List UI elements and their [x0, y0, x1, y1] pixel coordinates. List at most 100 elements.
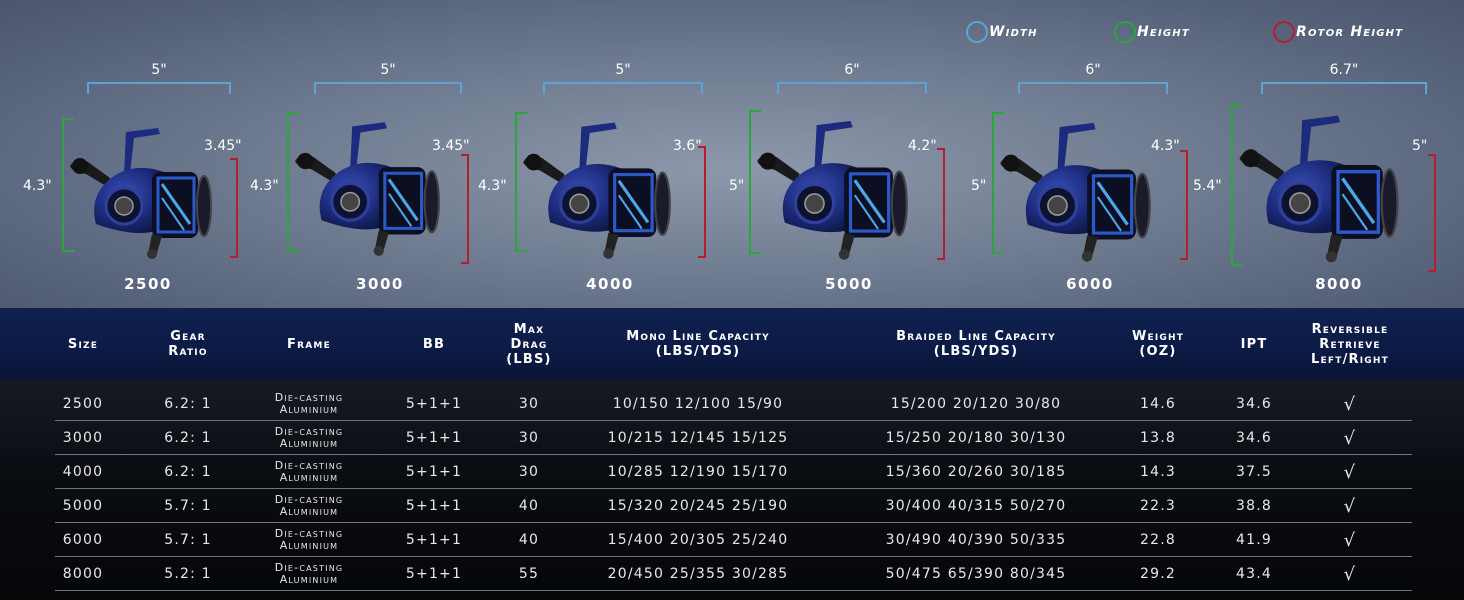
reel-image — [1235, 100, 1403, 272]
table-row: 5000 5.7: 1 Die-casting Aluminium 5+1+1 40 15… — [55, 489, 1412, 523]
rotor-height-bracket — [698, 146, 706, 258]
width-bracket — [1261, 82, 1427, 94]
table-cell: 29.2 — [1140, 566, 1176, 582]
width-value: 6" — [1085, 62, 1101, 78]
rotor-height-value: 3.6" — [673, 138, 702, 154]
rotor-height-bracket — [1428, 154, 1436, 272]
spinning-reel-icon — [1239, 115, 1399, 263]
table-cell: 30/490 40/390 50/335 — [885, 532, 1067, 548]
column-header: Reversible Retrieve Left/Right — [1311, 321, 1389, 367]
table-cell: 13.8 — [1140, 430, 1176, 446]
spinning-reel-icon — [1000, 122, 1151, 262]
rotor-height-value: 4.2" — [908, 138, 937, 154]
table-cell: 30 — [518, 396, 540, 412]
legend-width-label: Width — [989, 24, 1038, 40]
spinning-reel-icon — [757, 120, 908, 260]
height-bracket — [515, 112, 527, 252]
column-header: Gear Ratio — [168, 329, 208, 359]
table-cell: 22.8 — [1140, 532, 1176, 548]
rotor-height-bracket — [1180, 150, 1188, 260]
table-cell: 4000 — [62, 464, 104, 480]
table-cell: 14.6 — [1140, 396, 1176, 412]
table-row: 3000 6.2: 1 Die-casting Aluminium 5+1+1 30 10… — [55, 421, 1412, 455]
legend-height-label: Height — [1137, 24, 1190, 40]
width-dimension: 5" — [314, 62, 462, 96]
table-row: 8000 5.2: 1 Die-casting Aluminium 5+1+1 55 20… — [55, 557, 1412, 591]
column-header: Mono Line Capacity (LBS/YDS) — [626, 329, 770, 359]
spec-table-body: 2500 6.2: 1 Die-casting Aluminium 5+1+1 30 10… — [0, 380, 1464, 600]
table-cell: 6.2: 1 — [164, 430, 212, 446]
table-cell: 40 — [518, 532, 540, 548]
reversible-check: √ — [1343, 495, 1357, 517]
table-cell: 15/400 20/305 25/240 — [607, 532, 789, 548]
rotor-height-value: 3.45" — [204, 138, 242, 154]
legend-height: Height — [1114, 20, 1190, 44]
column-header: Max Drag (LBS) — [506, 321, 552, 367]
reel-image — [519, 108, 675, 268]
table-cell: 8000 — [62, 566, 104, 582]
width-value: 5" — [615, 62, 631, 78]
legend-rotor-height: Rotor Height — [1273, 20, 1403, 44]
table-cell: 41.9 — [1236, 532, 1272, 548]
table-cell: 15/360 20/260 30/185 — [885, 464, 1067, 480]
table-cell: 5.7: 1 — [164, 532, 212, 548]
width-value: 5" — [380, 62, 396, 78]
table-cell: 5+1+1 — [405, 498, 463, 514]
width-bracket — [87, 82, 231, 94]
reel-image — [291, 108, 444, 265]
width-dimension: 6" — [1018, 62, 1168, 96]
table-cell: Die-casting Aluminium — [274, 459, 344, 484]
table-cell: Die-casting Aluminium — [274, 527, 344, 552]
table-cell: 20/450 25/355 30/285 — [607, 566, 789, 582]
width-bracket — [543, 82, 703, 94]
legend-rotor-height-label: Rotor Height — [1296, 24, 1404, 40]
column-header: Weight (OZ) — [1131, 329, 1185, 359]
product-dimensions-panel: Width Height Rotor Height 5" — [0, 0, 1464, 308]
table-cell: 5+1+1 — [405, 464, 463, 480]
table-cell: 30/400 40/315 50/270 — [885, 498, 1067, 514]
width-bracket — [314, 82, 462, 94]
model-label: 4000 — [586, 275, 634, 293]
table-cell: 2500 — [62, 396, 104, 412]
table-cell: 6.2: 1 — [164, 464, 212, 480]
width-value: 6" — [844, 62, 860, 78]
reversible-check: √ — [1343, 529, 1357, 551]
spinning-reel-icon — [295, 122, 440, 256]
table-cell: 5+1+1 — [405, 532, 463, 548]
table-cell: 10/150 12/100 15/90 — [612, 396, 784, 412]
table-cell: Die-casting Aluminium — [274, 425, 344, 450]
rotor-height-bracket — [937, 148, 945, 260]
width-bracket — [1018, 82, 1168, 94]
reversible-check: √ — [1343, 427, 1357, 449]
reversible-check: √ — [1343, 563, 1357, 585]
height-value: 5" — [729, 178, 745, 194]
rotor-height-value: 5" — [1412, 138, 1428, 154]
column-header: IPT — [1240, 336, 1268, 352]
table-row: 4000 6.2: 1 Die-casting Aluminium 5+1+1 30 10… — [55, 455, 1412, 489]
table-cell: 30 — [518, 464, 540, 480]
reversible-check: √ — [1343, 393, 1357, 415]
width-dimension: 5" — [87, 62, 231, 96]
rotor-height-value: 3.45" — [432, 138, 470, 154]
table-row: 2500 6.2: 1 Die-casting Aluminium 5+1+1 30 10… — [55, 387, 1412, 421]
height-value: 5" — [971, 178, 987, 194]
spec-table-header: Size Gear Ratio Frame BB Max Drag (LBS) Mono … — [0, 308, 1464, 380]
table-cell: 6.2: 1 — [164, 396, 212, 412]
height-bracket — [992, 112, 1004, 254]
table-cell: 3000 — [62, 430, 104, 446]
model-label: 6000 — [1066, 275, 1114, 293]
table-cell: 5000 — [62, 498, 104, 514]
table-cell: Die-casting Aluminium — [274, 391, 344, 416]
table-cell: 55 — [518, 566, 540, 582]
table-cell: 50/475 65/390 80/345 — [885, 566, 1067, 582]
table-cell: 14.3 — [1140, 464, 1176, 480]
width-value: 5" — [151, 62, 167, 78]
rotor-height-value: 4.3" — [1151, 138, 1180, 154]
table-cell: 38.8 — [1236, 498, 1272, 514]
table-cell: 5+1+1 — [405, 396, 463, 412]
reversible-check: √ — [1343, 461, 1357, 483]
table-cell: 40 — [518, 498, 540, 514]
width-bracket — [777, 82, 927, 94]
width-value: 6.7" — [1329, 62, 1359, 78]
height-legend-circle-icon — [1114, 21, 1136, 43]
